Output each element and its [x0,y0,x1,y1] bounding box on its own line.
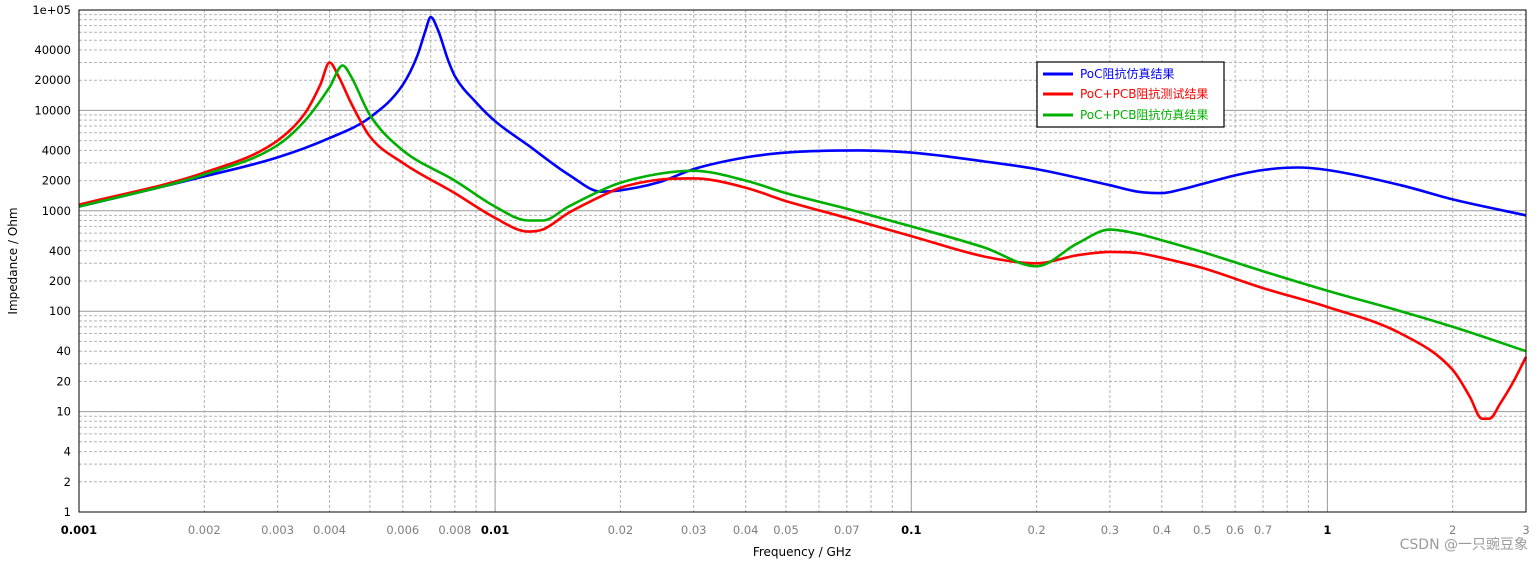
x-tick-label: 0.03 [681,523,707,537]
y-tick-label: 200 [49,274,71,288]
y-tick-label: 40 [56,344,71,358]
watermark: CSDN @一只豌豆象 [1400,537,1528,553]
y-tick-label: 2000 [42,174,71,188]
y-tick-label: 40000 [34,43,71,57]
y-tick-label: 10000 [34,103,71,117]
x-tick-label: 3 [1522,523,1529,537]
x-tick-label: 0.002 [188,523,221,537]
y-tick-label: 20 [56,374,71,388]
y-tick-label: 20000 [34,73,71,87]
plot-background [79,10,1526,512]
y-tick-label: 1e+05 [32,3,71,17]
grid [79,10,1526,512]
x-tick-label: 0.1 [901,523,921,537]
x-tick-label: 2 [1449,523,1456,537]
legend-label-pcb-sim: PoC+PCB阻抗仿真结果 [1080,107,1208,122]
y-tick-label: 100 [49,304,71,318]
legend: PoC阻抗仿真结果 PoC+PCB阻抗测试结果 PoC+PCB阻抗仿真结果 [1036,61,1225,128]
x-tick-label: 0.001 [61,523,97,537]
x-tick-label: 0.006 [386,523,419,537]
y-tick-labels: 1 2 4 10 20 40 100 200 400 1000 2000 4000 10000 20000… [32,3,71,519]
plot-frame [78,9,1527,513]
x-tick-labels: 0.001 0.002 0.003 0.004 0.006 0.008 0.01 0.02 0.… [61,523,1530,537]
x-tick-label: 0.003 [261,523,294,537]
x-tick-label: 0.4 [1153,523,1171,537]
y-tick-label: 10 [56,405,71,419]
series-lines [78,15,1528,421]
x-tick-label: 0.04 [733,523,759,537]
legend-label-poc-sim: PoC阻抗仿真结果 [1080,66,1175,81]
x-tick-label: 0.2 [1027,523,1045,537]
x-tick-label: 0.02 [608,523,634,537]
y-tick-label: 4000 [42,143,71,157]
series-line-1 [78,61,1528,421]
x-tick-label: 0.3 [1101,523,1119,537]
x-axis-label: Frequency / GHz [753,545,851,559]
x-tick-label: 0.01 [481,523,509,537]
y-tick-label: 400 [49,244,71,258]
y-tick-label: 1000 [42,204,71,218]
x-tick-label: 0.07 [834,523,860,537]
series-line-2 [78,64,1527,353]
legend-label-pcb-test: PoC+PCB阻抗测试结果 [1080,86,1208,101]
x-tick-label: 0.004 [313,523,346,537]
x-tick-label: 0.7 [1254,523,1272,537]
series-line-0 [78,15,1527,217]
y-tick-label: 4 [64,445,71,459]
x-tick-label: 1 [1323,523,1331,537]
x-tick-label: 0.5 [1193,523,1211,537]
y-tick-label: 1 [64,505,71,519]
x-tick-label: 0.008 [438,523,471,537]
y-tick-label: 2 [64,475,71,489]
x-tick-label: 0.6 [1226,523,1244,537]
x-tick-label: 0.05 [773,523,799,537]
y-axis-label: Impedance / Ohm [6,207,20,314]
